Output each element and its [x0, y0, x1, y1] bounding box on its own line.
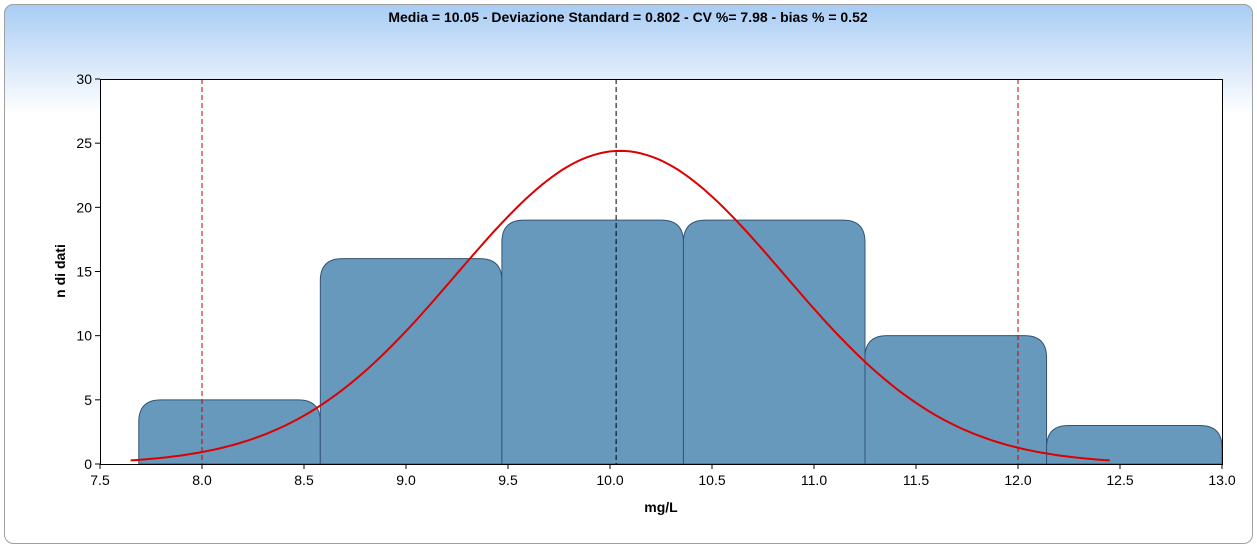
- y-tick-label: 20: [76, 199, 92, 215]
- y-tick-label: 10: [76, 328, 92, 344]
- histogram-bar-4: [682, 219, 866, 465]
- plot-border: [100, 79, 1223, 465]
- x-tick-label: 7.5: [90, 472, 110, 488]
- x-tick-label: 10.0: [596, 472, 623, 488]
- normal-curve-layer: [130, 149, 1110, 462]
- histogram-bar-1: [138, 399, 321, 465]
- x-tick-label: 13.0: [1208, 472, 1235, 488]
- x-tick-label: 12.5: [1106, 472, 1133, 488]
- y-axis-title: n di dati: [52, 244, 68, 298]
- x-tick-label: 11.0: [801, 472, 827, 488]
- x-tick-label: 12.0: [1004, 472, 1031, 488]
- y-tick-label: 0: [84, 456, 92, 472]
- x-tick-label: 11.5: [903, 472, 929, 488]
- x-axis-title: mg/L: [644, 499, 678, 515]
- histogram-bar-5: [864, 335, 1048, 465]
- x-tick-label: 9.5: [498, 472, 518, 488]
- x-tick-label: 10.5: [698, 472, 725, 488]
- y-tick-label: 15: [76, 264, 92, 280]
- x-tick-label: 9.0: [396, 472, 416, 488]
- histogram-bar-6: [1046, 425, 1223, 465]
- y-tick-label: 5: [84, 392, 92, 408]
- y-tick-label: 30: [76, 71, 92, 87]
- x-axis: 7.5 8.0 8.5 9.0 9.5 10.0 10.5 11.0 11.5 12.0 12.5 1…: [90, 464, 1236, 488]
- y-tick-label: 25: [76, 135, 92, 151]
- x-tick-label: 8.5: [294, 472, 314, 488]
- x-tick-label: 8.0: [192, 472, 212, 488]
- bars-layer: [138, 219, 1223, 465]
- chart-title: Media = 10.05 - Deviazione Standard = 0.…: [388, 9, 868, 25]
- histogram-bar-3: [501, 219, 684, 465]
- normal-curve: [130, 149, 1110, 462]
- reference-lines: [201, 79, 1019, 464]
- y-axis: 0 5 10 15 20 25 30: [76, 71, 100, 472]
- histogram-bar-2: [319, 258, 503, 465]
